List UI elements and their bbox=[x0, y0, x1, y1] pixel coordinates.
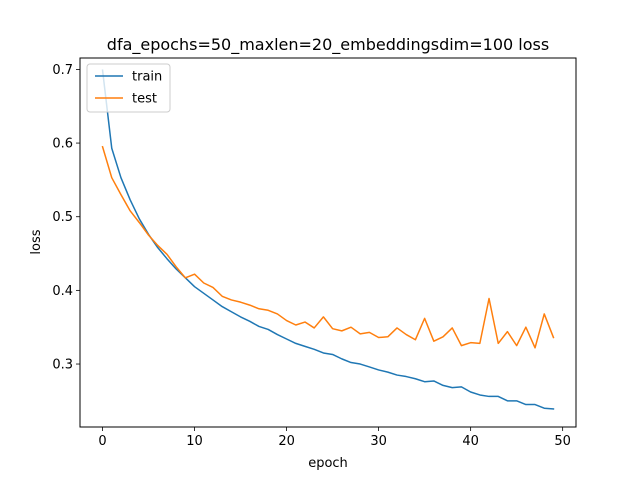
y-tick-label: 0.3 bbox=[52, 358, 73, 373]
y-tick-label: 0.4 bbox=[52, 284, 73, 299]
y-tick-label: 0.7 bbox=[52, 63, 73, 78]
series-line-test bbox=[101, 145, 555, 349]
chart-title: dfa_epochs=50_maxlen=20_embeddingsdim=10… bbox=[107, 35, 549, 55]
y-tick-label: 0.5 bbox=[52, 210, 73, 225]
axes-frame bbox=[79, 57, 577, 428]
legend-label-train: train bbox=[132, 70, 162, 85]
plot-area bbox=[101, 69, 555, 410]
ticks: 0 10 20 30 40 50 0.3 0.4 0.5 0.6 0.7 bbox=[52, 63, 571, 449]
x-tick-label: 20 bbox=[278, 434, 295, 449]
y-axis-label: loss bbox=[29, 229, 44, 254]
x-tick-label: 30 bbox=[370, 434, 387, 449]
x-tick-label: 50 bbox=[554, 434, 571, 449]
x-tick-label: 10 bbox=[186, 434, 203, 449]
series-line-train bbox=[101, 69, 555, 410]
legend-label-test: test bbox=[132, 92, 157, 107]
x-axis-label: epoch bbox=[308, 456, 348, 471]
legend: train test bbox=[86, 63, 171, 113]
x-tick-label: 0 bbox=[98, 434, 106, 449]
x-tick-label: 40 bbox=[462, 434, 479, 449]
y-tick-label: 0.6 bbox=[52, 137, 73, 152]
